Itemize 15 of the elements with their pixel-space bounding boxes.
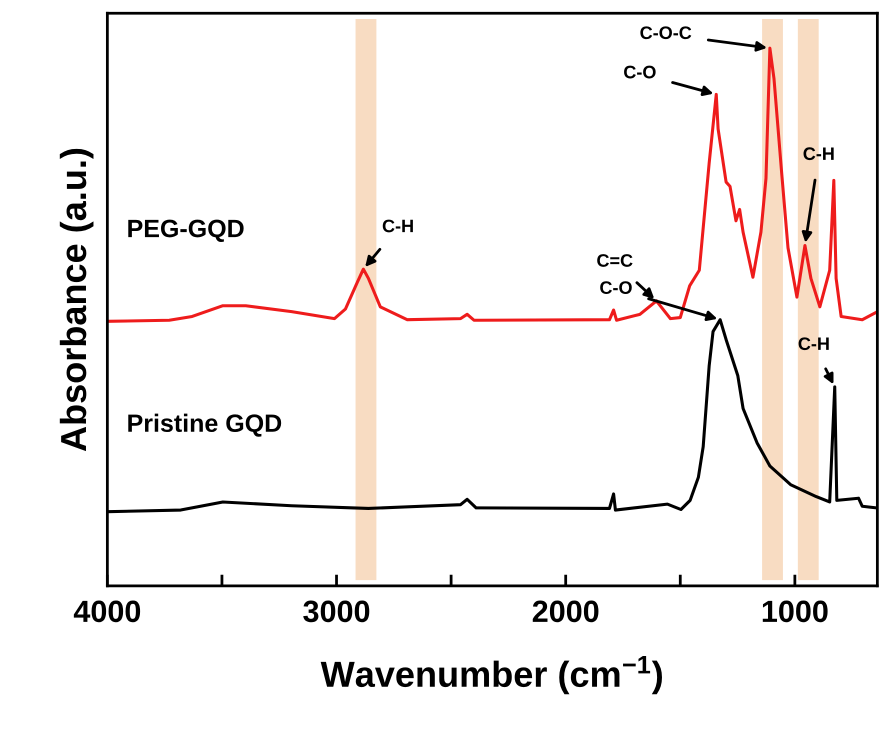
annotation: C-O-C — [640, 26, 692, 40]
x-tick-label: 1000 — [762, 600, 828, 622]
text: PEG-GQD — [128, 220, 244, 242]
annotation: C-H — [804, 147, 834, 160]
annotation: C-O — [600, 281, 632, 294]
annotation: C=C — [597, 254, 633, 267]
text: Pristine GQD — [128, 414, 282, 437]
y-axis-title: Absorbance (a.u.) — [60, 148, 94, 452]
annotation: C-H — [382, 220, 413, 232]
x-tick-label: 3000 — [303, 600, 370, 622]
annotation: C-O — [624, 66, 656, 78]
x-tick-label: 4000 — [74, 600, 140, 622]
annotation: C-H — [798, 337, 829, 350]
x-tick-label: 2000 — [532, 600, 598, 622]
x-axis-title: Wavenumber (cm$^{−1}$) — [320, 656, 662, 694]
